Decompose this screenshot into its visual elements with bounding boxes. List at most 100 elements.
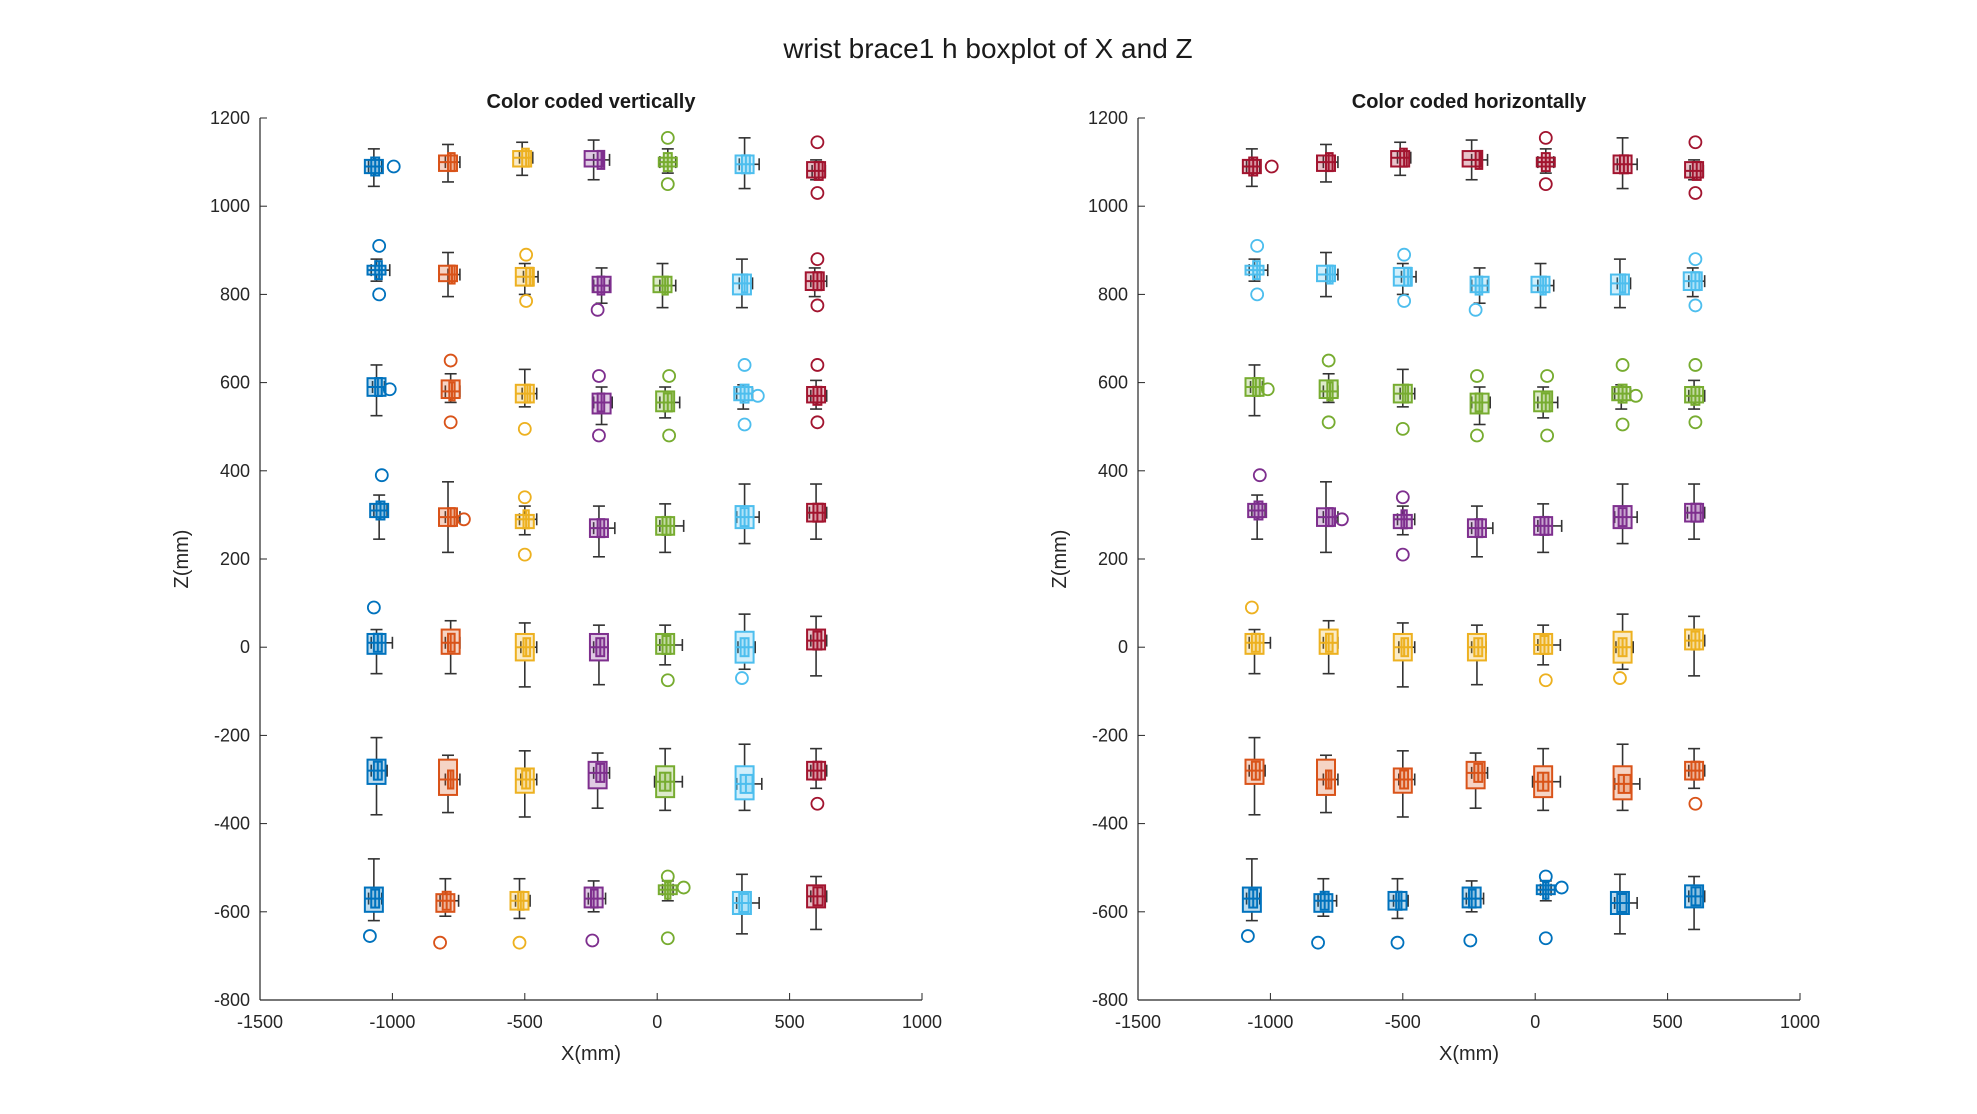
- boxplot-group: [655, 503, 685, 554]
- boxplot-group: [1461, 139, 1489, 181]
- x-tick-label: -500: [1385, 1012, 1421, 1032]
- outlier-point: [1613, 671, 1627, 685]
- boxplot-group: [1240, 858, 1262, 943]
- boxplot-group: [1469, 369, 1491, 443]
- boxplot-group: [1609, 258, 1632, 309]
- boxplot-group: [433, 877, 460, 950]
- axes-color-coded-vertically: Color coded vertically X(mm) Z(mm) -1500…: [171, 91, 942, 1065]
- outlier-point: [662, 369, 677, 383]
- boxplot-group: [731, 873, 760, 935]
- outlier-point: [1390, 935, 1405, 950]
- outlier-point: [660, 130, 675, 145]
- outlier-point: [372, 238, 387, 253]
- outlier-point: [1688, 186, 1703, 200]
- boxplot-group: [1392, 490, 1416, 562]
- y-tick-label: 1200: [1088, 108, 1128, 128]
- outlier-point: [1264, 159, 1279, 174]
- outlier-point: [1688, 298, 1703, 313]
- outlier-point: [1615, 358, 1630, 372]
- outlier-point: [1397, 294, 1412, 308]
- y-tick-label: 1000: [1088, 196, 1128, 216]
- boxplot-group: [362, 858, 384, 943]
- boxplot-group: [1684, 747, 1706, 811]
- y-tick-label: 800: [1098, 284, 1128, 304]
- outlier-point: [1615, 417, 1630, 432]
- outlier-point: [810, 135, 825, 150]
- outlier-point: [810, 796, 825, 811]
- boxplot-group: [1318, 619, 1339, 675]
- outlier-point: [433, 935, 447, 950]
- y-tick-label: 400: [220, 461, 250, 481]
- boxplot-group: [1392, 750, 1416, 818]
- boxplot-group: [1612, 743, 1641, 812]
- y-axis-label: Z(mm): [171, 530, 193, 589]
- y-tick-label: -600: [1092, 902, 1128, 922]
- y-tick-label: 200: [1098, 549, 1128, 569]
- boxplot-group: [1468, 267, 1490, 317]
- boxplot-group: [366, 364, 397, 417]
- outlier-point: [737, 417, 752, 432]
- boxplot-group: [734, 613, 756, 685]
- boxplot-group: [1392, 247, 1417, 308]
- x-tick-label: 0: [652, 1012, 662, 1032]
- boxplot-group: [1244, 238, 1269, 302]
- y-axis-label: Z(mm): [1049, 530, 1071, 589]
- outlier-point: [1540, 369, 1555, 383]
- outlier-point: [443, 415, 458, 430]
- subplot-title-horizontally: Color coded horizontally: [1352, 91, 1587, 113]
- boxplot-group: [655, 624, 684, 688]
- boxplot-group: [366, 238, 391, 302]
- outlier-point: [1538, 869, 1553, 884]
- outlier-point: [456, 512, 471, 527]
- boxplot-group: [1684, 615, 1706, 677]
- outlier-point: [1538, 673, 1553, 688]
- outlier-point: [1260, 382, 1275, 397]
- outlier-point: [517, 490, 532, 505]
- boxplot-group: [734, 137, 760, 190]
- y-tick-label: 1200: [210, 108, 250, 128]
- boxplot-group: [1533, 624, 1562, 688]
- outlier-point: [374, 468, 389, 483]
- outlier-point: [386, 159, 401, 174]
- boxplot-group: [1316, 754, 1339, 814]
- boxplot-group: [652, 262, 677, 309]
- x-axis-label: X(mm): [1439, 1043, 1499, 1065]
- outlier-point: [737, 358, 752, 372]
- boxplot-group: [588, 624, 610, 686]
- outlier-point: [519, 294, 534, 308]
- boxplot-group: [1612, 483, 1638, 545]
- y-tick-label: -800: [214, 990, 250, 1010]
- y-tick-label: 200: [220, 549, 250, 569]
- boxplot-group: [1244, 364, 1275, 417]
- outlier-point: [1688, 135, 1703, 150]
- boxplot-group: [583, 139, 611, 181]
- boxplot-group: [1311, 877, 1338, 950]
- outlier-point: [1554, 880, 1569, 895]
- boxplot-group: [588, 505, 616, 558]
- boxplot-group: [366, 736, 388, 816]
- boxplot-group: [1392, 622, 1416, 688]
- y-tick-label: 0: [1118, 637, 1128, 657]
- boxplot-group: [806, 875, 828, 931]
- outlier-point: [810, 186, 825, 200]
- outlier-point: [362, 929, 377, 943]
- outlier-point: [382, 382, 397, 397]
- boxplot-group: [653, 747, 684, 812]
- outlier-point: [443, 353, 458, 368]
- x-tick-label: 0: [1530, 1012, 1540, 1032]
- x-tick-label: -1500: [237, 1012, 283, 1032]
- outlier-point: [1334, 512, 1349, 527]
- outlier-point: [1252, 468, 1267, 483]
- boxplot-group: [1530, 262, 1555, 309]
- boxplot-group: [1682, 252, 1706, 313]
- boxplot-group: [369, 468, 390, 540]
- boxplot-group: [1533, 369, 1559, 443]
- boxplot-group: [1684, 135, 1705, 200]
- boxplot-group: [438, 251, 461, 298]
- boxplot-group: [806, 135, 827, 200]
- x-tick-label: 1000: [1780, 1012, 1820, 1032]
- outlier-point: [1395, 547, 1410, 562]
- outlier-point: [592, 369, 606, 383]
- outlier-point: [366, 600, 381, 615]
